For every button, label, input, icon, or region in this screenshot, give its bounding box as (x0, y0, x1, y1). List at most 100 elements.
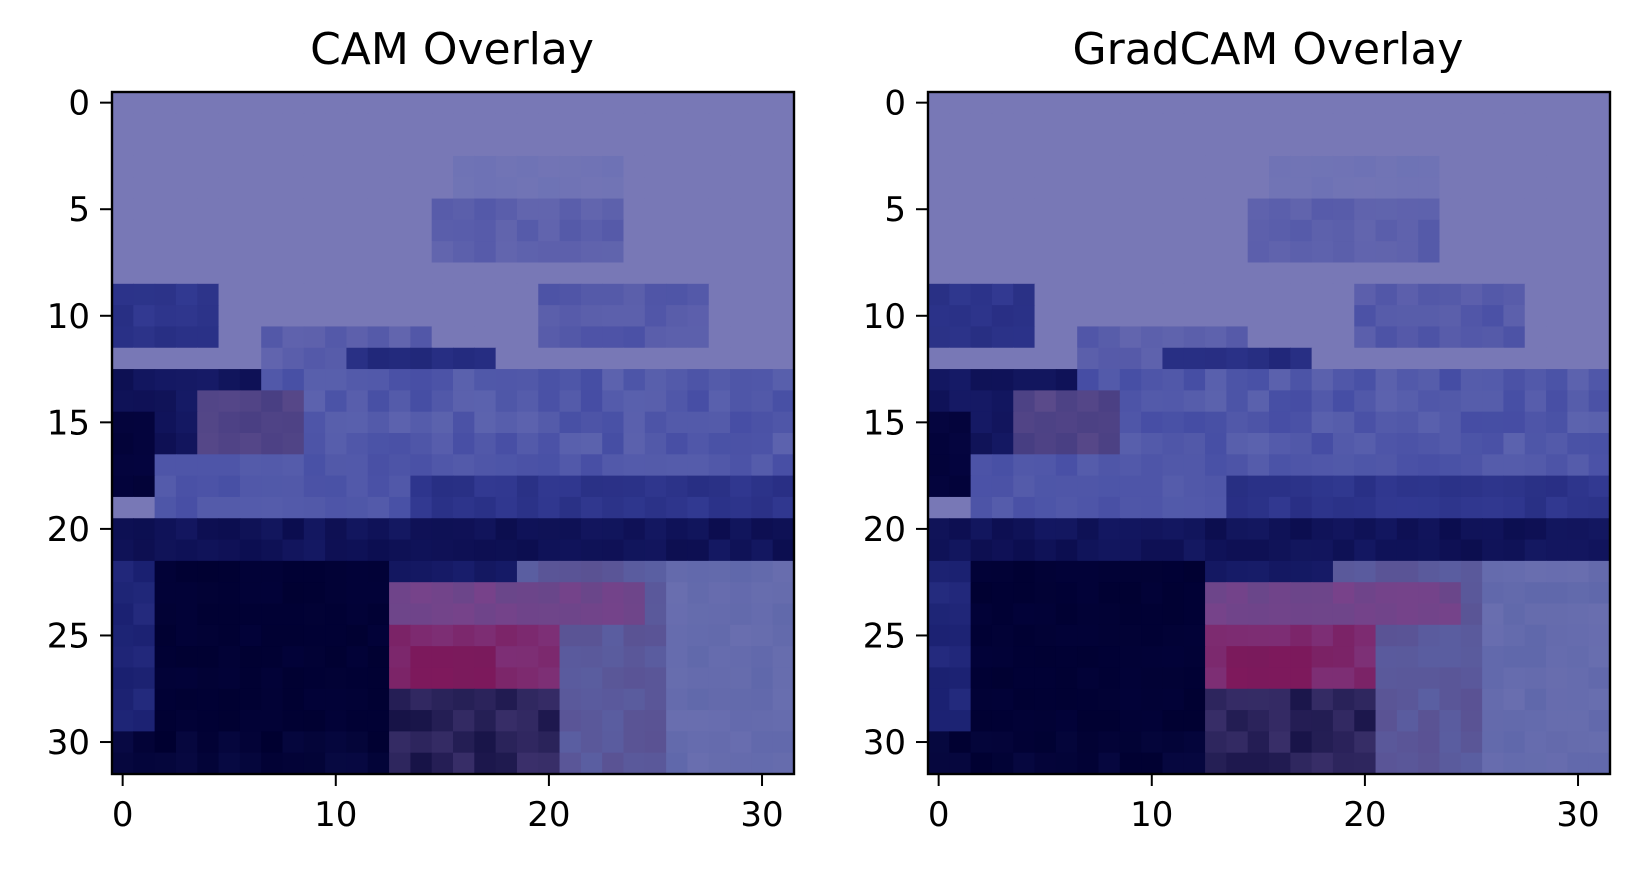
heatmap-cell (239, 347, 262, 370)
heatmap-cell (303, 475, 326, 498)
heatmap-cell (197, 496, 220, 519)
heatmap-cell (389, 347, 411, 370)
heatmap-cell (1290, 411, 1313, 434)
heatmap-cell (730, 390, 752, 413)
heatmap-cell (1418, 688, 1441, 711)
heatmap-cell (1311, 369, 1334, 391)
heatmap-cell (325, 454, 348, 477)
heatmap-cell (687, 582, 710, 605)
heatmap-cell (1354, 752, 1377, 775)
heatmap-cell (1588, 518, 1611, 541)
heatmap-cell (218, 134, 241, 157)
heatmap-cell (1183, 454, 1206, 477)
heatmap-cell (1332, 198, 1355, 221)
heatmap-cell (218, 155, 241, 178)
heatmap-cell (1311, 496, 1334, 519)
heatmap-cell (708, 241, 731, 264)
heatmap-cell (346, 134, 369, 157)
heatmap-cell (1205, 688, 1227, 711)
heatmap-cell (325, 92, 348, 114)
heatmap-cell (1332, 347, 1355, 370)
heatmap-cell (1482, 433, 1505, 455)
heatmap-cell (1524, 92, 1547, 114)
heatmap-cell (346, 262, 369, 285)
heatmap-cell (1183, 603, 1206, 626)
heatmap-cell (175, 518, 198, 541)
heatmap-cell (949, 752, 972, 775)
heatmap-cell (1205, 646, 1227, 669)
heatmap-cell (970, 667, 993, 690)
heatmap-cell (495, 646, 518, 669)
heatmap-cell (708, 198, 731, 221)
heatmap-cell (602, 646, 625, 669)
heatmap-cell (410, 731, 433, 754)
heatmap-cell (1269, 539, 1291, 562)
heatmap-cell (1077, 198, 1100, 221)
heatmap-cell (1162, 731, 1185, 754)
heatmap-cell (112, 624, 134, 647)
heatmap-cell (1503, 454, 1526, 477)
heatmap-cell (772, 646, 795, 669)
heatmap-cell (1162, 390, 1185, 413)
heatmap-cell (1311, 475, 1334, 498)
heatmap-cell (516, 688, 539, 711)
heatmap-cell (687, 411, 710, 434)
heatmap-cell (1418, 262, 1441, 285)
y-tick-label: 0 (884, 84, 906, 124)
heatmap-cell (1567, 624, 1590, 647)
heatmap-cell (325, 283, 348, 306)
heatmap-cell (431, 496, 454, 519)
heatmap-cell (325, 411, 348, 434)
heatmap-cell (474, 646, 497, 669)
heatmap-cell (1396, 369, 1419, 391)
heatmap-cell (1567, 198, 1590, 221)
heatmap-cell (1098, 752, 1121, 775)
heatmap-cell (1354, 347, 1377, 370)
heatmap-cell (133, 305, 156, 328)
heatmap-cell (1482, 539, 1505, 562)
heatmap-cell (949, 603, 972, 626)
heatmap-cell (1567, 433, 1590, 455)
heatmap-cell (991, 241, 1014, 264)
heatmap-cell (1183, 369, 1206, 391)
heatmap-cell (928, 134, 950, 157)
heatmap-cell (261, 518, 284, 541)
heatmap-cell (602, 92, 625, 114)
heatmap-cell (218, 688, 241, 711)
heatmap-cell (133, 134, 156, 157)
heatmap-cell (538, 411, 561, 434)
heatmap-cell (1055, 347, 1078, 370)
heatmap-cell (666, 710, 689, 732)
heatmap-cell (303, 241, 326, 264)
heatmap-cell (730, 113, 752, 136)
heatmap-cell (474, 198, 497, 221)
heatmap-cell (474, 454, 497, 477)
heatmap-cell (1375, 305, 1398, 328)
heatmap-cell (346, 603, 369, 626)
heatmap-cell (1055, 433, 1078, 455)
heatmap-cell (453, 496, 475, 519)
heatmap-cell (410, 667, 433, 690)
heatmap-cell (1013, 710, 1036, 732)
heatmap-cell (175, 262, 198, 285)
heatmap-cell (133, 433, 156, 455)
heatmap-cell (367, 539, 390, 562)
heatmap-cell (1354, 539, 1377, 562)
heatmap-cell (1034, 560, 1057, 583)
heatmap-cell (687, 731, 710, 754)
heatmap-cell (1098, 667, 1121, 690)
heatmap-cell (1524, 667, 1547, 690)
heatmap-cell (1482, 177, 1505, 200)
heatmap-cell (1439, 646, 1462, 669)
heatmap-cell (261, 283, 284, 306)
heatmap-cell (474, 241, 497, 264)
heatmap-cell (1119, 305, 1142, 328)
heatmap-cell (516, 433, 539, 455)
heatmap-cell (1226, 624, 1249, 647)
heatmap-cell (580, 624, 603, 647)
heatmap-cell (1546, 582, 1568, 605)
heatmap-cell (1269, 624, 1291, 647)
heatmap-cell (474, 475, 497, 498)
heatmap-cell (1141, 710, 1164, 732)
heatmap-cell (666, 134, 689, 157)
